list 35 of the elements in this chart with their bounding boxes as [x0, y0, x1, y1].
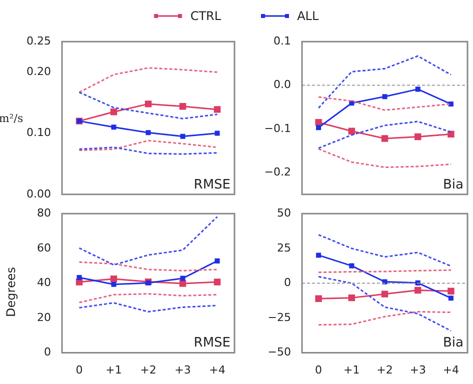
annotation: RMSE	[194, 336, 230, 351]
annotation: Bia	[443, 336, 464, 351]
y-tick-label: 0.10	[26, 126, 51, 140]
annotation: Bia	[443, 177, 464, 192]
y-tick-label: 0	[44, 346, 51, 359]
y-tick-label: 25	[277, 241, 291, 254]
y-tick-label: 50	[277, 206, 291, 220]
y-tick-label: 0.20	[26, 65, 51, 78]
y-tick-label: 0.1	[274, 34, 291, 48]
legend-label: ALL	[297, 9, 319, 23]
x-tick-label: +1	[106, 363, 122, 376]
y-tick-label: 0.0	[274, 78, 291, 92]
x-tick-label: 0	[76, 363, 83, 376]
y-tick-label: 0.00	[26, 187, 51, 200]
annotation: RMSE	[194, 177, 230, 192]
x-tick-label: +4	[442, 363, 460, 376]
y-tick-label: −0.2	[264, 165, 291, 178]
y-tick-label: −25	[268, 310, 291, 324]
y-tick-label: 0	[284, 276, 291, 290]
y-tick-label: 0.25	[26, 34, 51, 48]
x-tick-label: +3	[410, 363, 426, 376]
y-tick-label: −0.1	[264, 122, 291, 135]
y-tick-label: 60	[37, 241, 51, 254]
y-tick-label: −50	[268, 346, 291, 359]
legend-label: CTRL	[190, 9, 222, 23]
y-axis-title: Degrees	[4, 267, 18, 317]
x-tick-label: +4	[209, 363, 226, 376]
y-tick-label: 40	[37, 276, 51, 290]
x-tick-label: +1	[344, 363, 360, 376]
x-tick-label: 0	[315, 363, 322, 376]
y-tick-label: 20	[37, 310, 51, 324]
x-tick-label: +2	[376, 363, 393, 376]
y-tick-label: 80	[37, 206, 51, 220]
x-tick-label: +3	[174, 363, 191, 376]
x-tick-label: +2	[140, 363, 156, 376]
